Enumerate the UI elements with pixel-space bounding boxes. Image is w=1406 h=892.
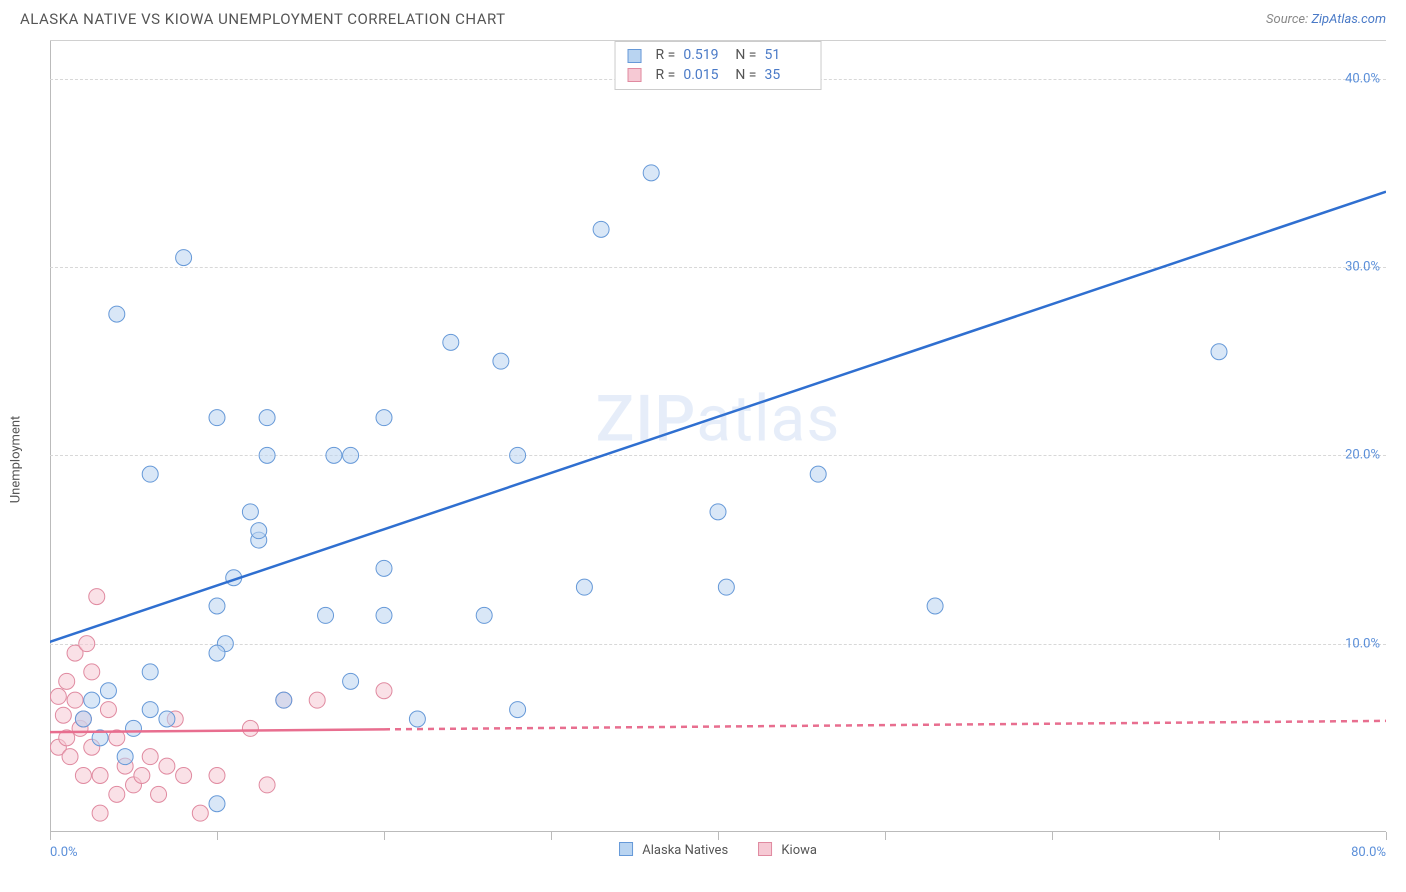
scatter-point	[309, 692, 325, 708]
scatter-point	[142, 749, 158, 765]
scatter-point	[576, 579, 592, 595]
scatter-point	[259, 410, 275, 426]
x-tick-label: 80.0%	[1351, 845, 1386, 860]
scatter-point	[343, 673, 359, 689]
scatter-point	[209, 796, 225, 812]
series2-swatch	[628, 68, 642, 82]
scatter-point	[142, 466, 158, 482]
x-axis-series-legend: Alaska Natives Kiowa	[619, 842, 817, 858]
legend-item-series2: Kiowa	[758, 842, 817, 858]
scatter-point	[209, 768, 225, 784]
scatter-point	[84, 664, 100, 680]
scatter-point	[376, 560, 392, 576]
source-link[interactable]: ZipAtlas.com	[1311, 12, 1386, 27]
scatter-point	[92, 805, 108, 821]
x-tick	[384, 832, 385, 840]
chart-title: ALASKA NATIVE VS KIOWA UNEMPLOYMENT CORR…	[20, 10, 506, 28]
scatter-point	[251, 523, 267, 539]
chart-area: Unemployment 10.0%20.0%30.0%40.0% 0.0%80…	[50, 40, 1386, 862]
scatter-point	[493, 353, 509, 369]
x-tick	[1219, 832, 1220, 840]
x-tick	[1386, 832, 1387, 840]
scatter-point	[67, 692, 83, 708]
scatter-point	[117, 749, 133, 765]
scatter-point	[376, 683, 392, 699]
scatter-point	[50, 688, 66, 704]
stats-legend-box: R = 0.519 N = 51 R = 0.015 N = 35	[615, 41, 822, 90]
y-axis-label: Unemployment	[9, 415, 24, 503]
scatter-point	[62, 749, 78, 765]
scatter-point	[343, 447, 359, 463]
scatter-point	[55, 707, 71, 723]
scatter-point	[134, 768, 150, 784]
scatter-point	[89, 589, 105, 605]
scatter-point	[59, 673, 75, 689]
scatter-point	[643, 165, 659, 181]
stats-row-series1: R = 0.519 N = 51	[628, 46, 809, 66]
scatter-point	[151, 786, 167, 802]
scatter-point	[510, 447, 526, 463]
scatter-point	[109, 306, 125, 322]
scatter-point	[376, 410, 392, 426]
scatter-point	[276, 692, 292, 708]
scatter-point	[510, 702, 526, 718]
scatter-point	[142, 702, 158, 718]
scatter-point	[176, 250, 192, 266]
scatter-point	[100, 683, 116, 699]
x-tick	[50, 832, 51, 840]
scatter-point	[209, 410, 225, 426]
stats-row-series2: R = 0.015 N = 35	[628, 66, 809, 86]
scatter-point	[376, 607, 392, 623]
scatter-point	[176, 768, 192, 784]
scatter-point	[109, 786, 125, 802]
scatter-point	[79, 636, 95, 652]
x-tick	[885, 832, 886, 840]
scatter-point	[326, 447, 342, 463]
x-tick	[551, 832, 552, 840]
x-tick	[217, 832, 218, 840]
scatter-point	[593, 221, 609, 237]
series2-swatch-icon	[758, 842, 772, 856]
scatter-point	[126, 720, 142, 736]
scatter-point	[159, 711, 175, 727]
scatter-point	[443, 334, 459, 350]
scatter-point	[1211, 344, 1227, 360]
trend-line	[384, 721, 1386, 729]
scatter-point	[100, 702, 116, 718]
scatter-point	[810, 466, 826, 482]
scatter-point	[209, 598, 225, 614]
scatter-point	[242, 504, 258, 520]
scatter-point	[242, 720, 258, 736]
scatter-plot	[50, 41, 1386, 832]
scatter-point	[92, 768, 108, 784]
scatter-point	[159, 758, 175, 774]
scatter-point	[710, 504, 726, 520]
scatter-point	[927, 598, 943, 614]
source-attribution: Source: ZipAtlas.com	[1266, 12, 1386, 27]
scatter-point	[476, 607, 492, 623]
scatter-point	[142, 664, 158, 680]
scatter-point	[259, 447, 275, 463]
scatter-point	[259, 777, 275, 793]
x-tick	[1052, 832, 1053, 840]
scatter-point	[84, 692, 100, 708]
scatter-point	[718, 579, 734, 595]
scatter-point	[409, 711, 425, 727]
legend-item-series1: Alaska Natives	[619, 842, 728, 858]
x-tick	[718, 832, 719, 840]
series1-swatch	[628, 49, 642, 63]
trend-line	[50, 192, 1386, 648]
scatter-point	[192, 805, 208, 821]
series1-swatch-icon	[619, 842, 633, 856]
scatter-point	[209, 645, 225, 661]
x-tick-label: 0.0%	[50, 845, 78, 860]
scatter-point	[75, 711, 91, 727]
scatter-point	[75, 768, 91, 784]
scatter-point	[318, 607, 334, 623]
